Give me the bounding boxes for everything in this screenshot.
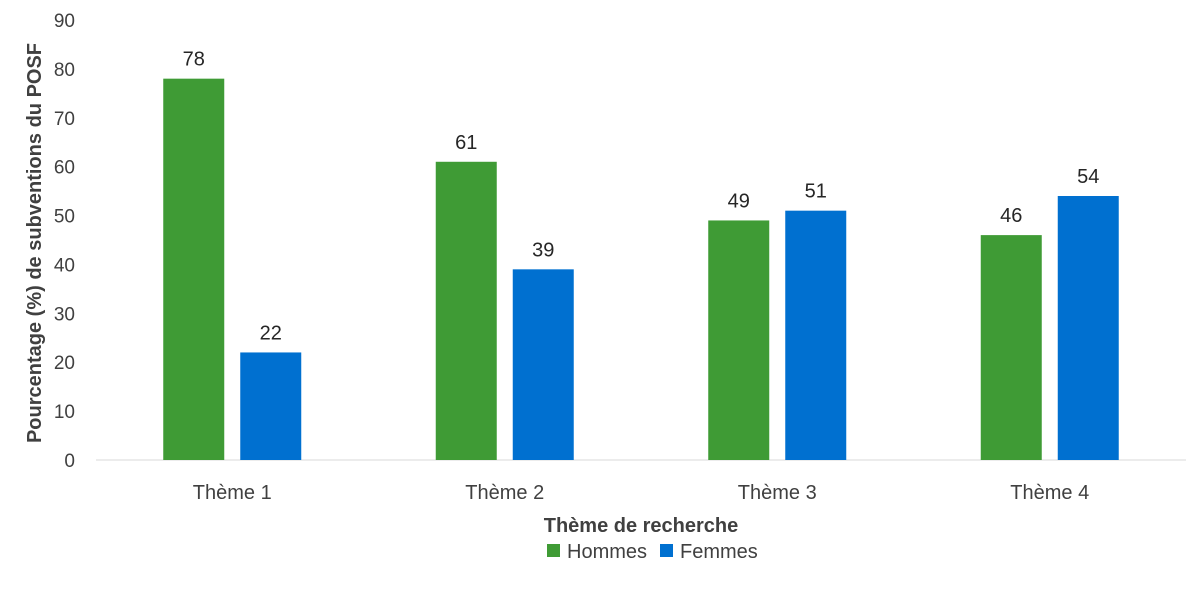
y-tick-label: 60: [54, 158, 75, 179]
x-category-label: Thème 1: [193, 482, 272, 504]
legend-swatch-femmes: [660, 544, 673, 557]
x-axis-categories: Thème 1 Thème 2 Thème 3 Thème 4: [193, 482, 1089, 504]
data-label: 51: [805, 181, 827, 203]
bar-femmes-1: [240, 352, 302, 460]
bar-hommes-4: [980, 235, 1042, 460]
legend-label-hommes: Hommes: [567, 541, 647, 563]
bar-femmes-4: [1057, 196, 1119, 460]
x-category-label: Thème 4: [1010, 482, 1089, 504]
bars: [163, 78, 1119, 461]
y-tick-label: 20: [54, 353, 75, 374]
y-tick-label: 80: [54, 60, 75, 81]
y-tick-label: 70: [54, 109, 75, 130]
data-label: 22: [260, 322, 282, 344]
bar-femmes-3: [785, 210, 847, 460]
y-tick-label: 0: [64, 451, 75, 472]
y-tick-label: 10: [54, 402, 75, 423]
bar-hommes-1: [163, 78, 225, 461]
x-category-label: Thème 2: [465, 482, 544, 504]
legend: Hommes Femmes: [547, 541, 758, 563]
x-axis-title: Thème de recherche: [544, 515, 739, 537]
legend-swatch-hommes: [547, 544, 560, 557]
data-labels: 78 22 61 39 49 51 46 54: [183, 49, 1100, 345]
data-label: 39: [532, 239, 554, 261]
y-axis-ticks: 0 10 20 30 40 50 60 70 80 90: [54, 11, 75, 472]
data-label: 61: [455, 132, 477, 154]
x-category-label: Thème 3: [738, 482, 817, 504]
bar-hommes-2: [435, 161, 497, 460]
bar-hommes-3: [708, 220, 770, 460]
data-label: 49: [728, 190, 750, 212]
bar-femmes-2: [512, 269, 574, 460]
y-tick-label: 40: [54, 255, 75, 276]
data-label: 46: [1000, 205, 1022, 227]
data-label: 78: [183, 49, 205, 71]
y-tick-label: 50: [54, 207, 75, 228]
y-tick-label: 90: [54, 11, 75, 32]
y-tick-label: 30: [54, 304, 75, 325]
legend-label-femmes: Femmes: [680, 541, 758, 563]
y-axis-title: Pourcentage (%) de subventions du POSF: [24, 43, 46, 443]
data-label: 54: [1077, 166, 1099, 188]
